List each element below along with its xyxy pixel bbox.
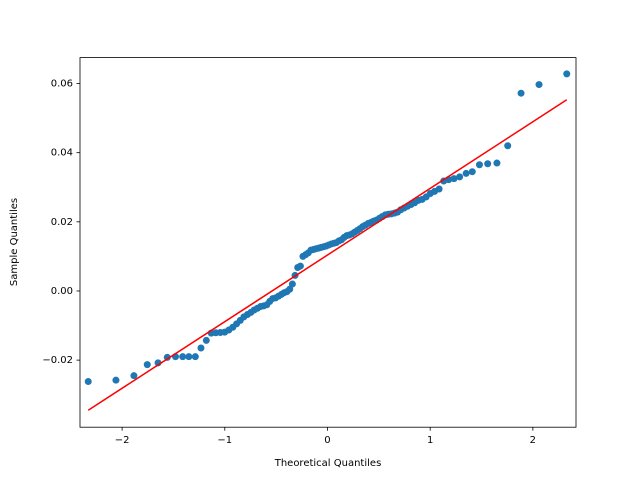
y-tick-label: 0.06 <box>51 79 73 90</box>
point <box>450 175 458 183</box>
point <box>185 353 193 361</box>
point <box>130 372 138 380</box>
point <box>475 161 483 169</box>
fit-line <box>87 99 568 411</box>
point <box>504 142 512 150</box>
axes-frame <box>79 57 577 428</box>
point <box>296 262 304 270</box>
y-tick-label: 0.04 <box>51 148 73 159</box>
point <box>462 169 470 177</box>
point <box>112 376 120 384</box>
point <box>84 378 92 386</box>
point <box>535 81 543 89</box>
point <box>163 353 171 361</box>
point <box>202 336 210 344</box>
point <box>468 168 476 176</box>
x-tick-label: −2 <box>115 435 130 446</box>
x-tick-label: 1 <box>427 435 433 446</box>
point <box>286 285 294 293</box>
x-axis-label: Theoretical Quantiles <box>274 458 382 469</box>
point <box>484 160 492 168</box>
point <box>143 361 151 369</box>
y-tick-label: 0.00 <box>51 286 73 297</box>
y-tick-label: 0.02 <box>51 217 73 228</box>
point <box>493 159 501 167</box>
point <box>517 89 525 97</box>
point <box>456 173 464 181</box>
x-tick-label: 2 <box>530 435 536 446</box>
point <box>191 353 199 361</box>
y-axis-label: Sample Quantiles <box>9 198 20 286</box>
point <box>179 353 187 361</box>
y-tick-label: −0.02 <box>42 355 73 366</box>
point <box>435 185 443 193</box>
x-tick-label: −1 <box>217 435 232 446</box>
x-tick-label: 0 <box>324 435 330 446</box>
point <box>288 280 296 288</box>
point <box>563 70 571 78</box>
point <box>197 344 205 352</box>
